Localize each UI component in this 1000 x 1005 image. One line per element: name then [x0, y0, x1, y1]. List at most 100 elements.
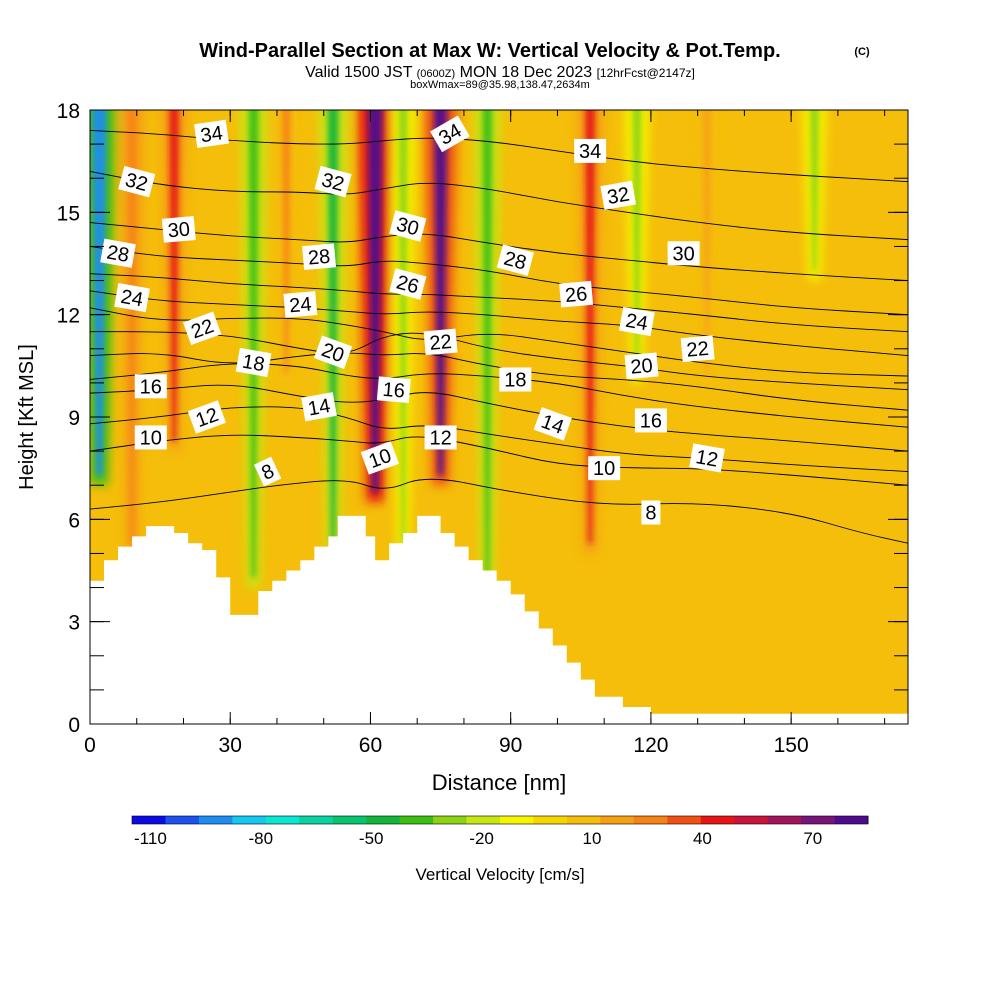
- contour-label-text: 14: [306, 395, 332, 421]
- contour-label-bg: [360, 441, 399, 475]
- contour-label-18: 22: [423, 328, 458, 356]
- y-axis: 0 3 6 9 12 15 18: [57, 100, 908, 737]
- contour-label-text: 28: [307, 246, 331, 270]
- velocity-core-10: [585, 110, 596, 544]
- x-tick-label: 60: [359, 734, 382, 757]
- contour-label-text: 34: [579, 141, 601, 163]
- contour-label-5: 32: [600, 180, 637, 210]
- x-tick-label: 90: [499, 734, 522, 757]
- contour-label-23: 18: [499, 367, 532, 392]
- contour-label-bg: [533, 407, 572, 441]
- contour-label-bg: [559, 280, 594, 308]
- contour-label-2: 34: [574, 138, 607, 163]
- velocity-core-8: [433, 110, 448, 476]
- colorbar-swatch: [600, 816, 635, 824]
- contour-label-bg: [389, 210, 427, 242]
- contour-label-text: 10: [140, 427, 162, 449]
- colorbar-swatch: [366, 816, 401, 824]
- y-tick-label: 12: [57, 305, 80, 328]
- colorbar-tick-label: 10: [583, 829, 602, 848]
- isentrope-16: [90, 363, 908, 428]
- y-tick-label: 18: [57, 100, 80, 123]
- contour-label-bg: [302, 243, 337, 271]
- valid-utc: (0600Z): [417, 68, 456, 80]
- contour-label-bg: [253, 456, 282, 487]
- colorbar-swatch: [500, 816, 534, 824]
- colorbar-tick-label: -80: [249, 829, 274, 848]
- colorbar-swatch: [466, 816, 501, 824]
- contour-label-text: 22: [429, 331, 453, 355]
- isentrope-10: [90, 434, 908, 486]
- contour-label-text: 26: [564, 283, 588, 307]
- contour-label-15: 24: [283, 291, 318, 318]
- y-tick-label: 3: [68, 612, 80, 635]
- contour-label-36: 8: [641, 500, 661, 525]
- colorbar-swatch: [198, 816, 233, 824]
- colorbar-tick-label: 40: [693, 829, 712, 848]
- contour-label-bg: [194, 119, 230, 148]
- contour-label-21: 20: [624, 352, 659, 380]
- contour-label-text: 24: [119, 286, 145, 312]
- isentrope-8: [90, 478, 908, 544]
- colorbar-swatch: [433, 816, 468, 824]
- isentrope-24: [90, 290, 908, 357]
- contour-label-28: 14: [533, 407, 572, 441]
- forecast-info: [12hrFcst@2147z]: [597, 66, 695, 80]
- contour-label-bg: [376, 376, 411, 404]
- velocity-core-12: [703, 110, 711, 373]
- contour-label-6: 30: [161, 216, 196, 243]
- contour-label-bg: [634, 408, 667, 433]
- velocity-core-2: [169, 110, 179, 442]
- velocity-core-13: [810, 110, 819, 271]
- velocity-core-3: [248, 110, 259, 578]
- contour-label-bg: [183, 311, 222, 346]
- contour-label-text: 18: [504, 369, 526, 391]
- contour-label-4: 32: [314, 165, 352, 198]
- colorbar-swatch: [834, 816, 869, 824]
- colorbar-swatch: [767, 816, 802, 824]
- isentrope-32: [90, 170, 908, 241]
- contour-label-text: 10: [593, 458, 615, 480]
- x-tick-label: 120: [633, 734, 668, 757]
- contour-label-22: 18: [235, 347, 272, 378]
- contour-label-bg: [283, 291, 318, 318]
- contour-label-bg: [314, 165, 352, 198]
- y-tick-label: 0: [68, 714, 80, 737]
- contour-label-text: 34: [199, 122, 224, 147]
- contour-label-text: 8: [645, 503, 656, 525]
- contour-label-bg: [588, 456, 621, 481]
- contour-label-31: 12: [689, 443, 725, 473]
- contour-label-35: 8: [253, 456, 282, 487]
- y-tick-label: 9: [68, 407, 80, 430]
- colorbar-swatch: [165, 816, 200, 824]
- contour-label-bg: [424, 425, 457, 450]
- contour-label-bg: [624, 352, 659, 380]
- contour-label-bg: [430, 115, 470, 153]
- contour-label-bg: [161, 216, 196, 243]
- colorbar-swatch: [299, 816, 334, 824]
- contour-label-19: 22: [680, 335, 715, 363]
- copyright-mark: (C): [854, 46, 870, 58]
- colorbar-swatch: [232, 816, 267, 824]
- contour-label-12: 26: [389, 268, 427, 300]
- isentrope-34: [90, 130, 908, 183]
- y-tick-label: 15: [57, 202, 80, 225]
- contour-label-0: 34: [194, 119, 230, 148]
- velocity-core-1: [92, 110, 107, 476]
- contour-label-bg: [118, 165, 156, 198]
- colorbar-swatch: [667, 816, 702, 824]
- colorbar-swatch: [566, 816, 601, 824]
- contour-label-text: 22: [686, 338, 710, 362]
- contour-label-bg: [600, 180, 637, 210]
- contour-label-bg: [619, 306, 655, 337]
- contour-label-26: 16: [634, 408, 667, 433]
- contour-label-bg: [301, 392, 337, 422]
- contour-label-text: 16: [382, 379, 406, 403]
- chart-subtitle: Valid 1500 JST (0600Z) MON 18 Dec 2023 […: [305, 64, 695, 81]
- contour-label-16: 24: [619, 306, 655, 337]
- contour-label-14: 24: [114, 283, 150, 313]
- chart-title: Wind-Parallel Section at Max W: Vertical…: [199, 40, 780, 62]
- contour-label-9: 28: [100, 238, 136, 268]
